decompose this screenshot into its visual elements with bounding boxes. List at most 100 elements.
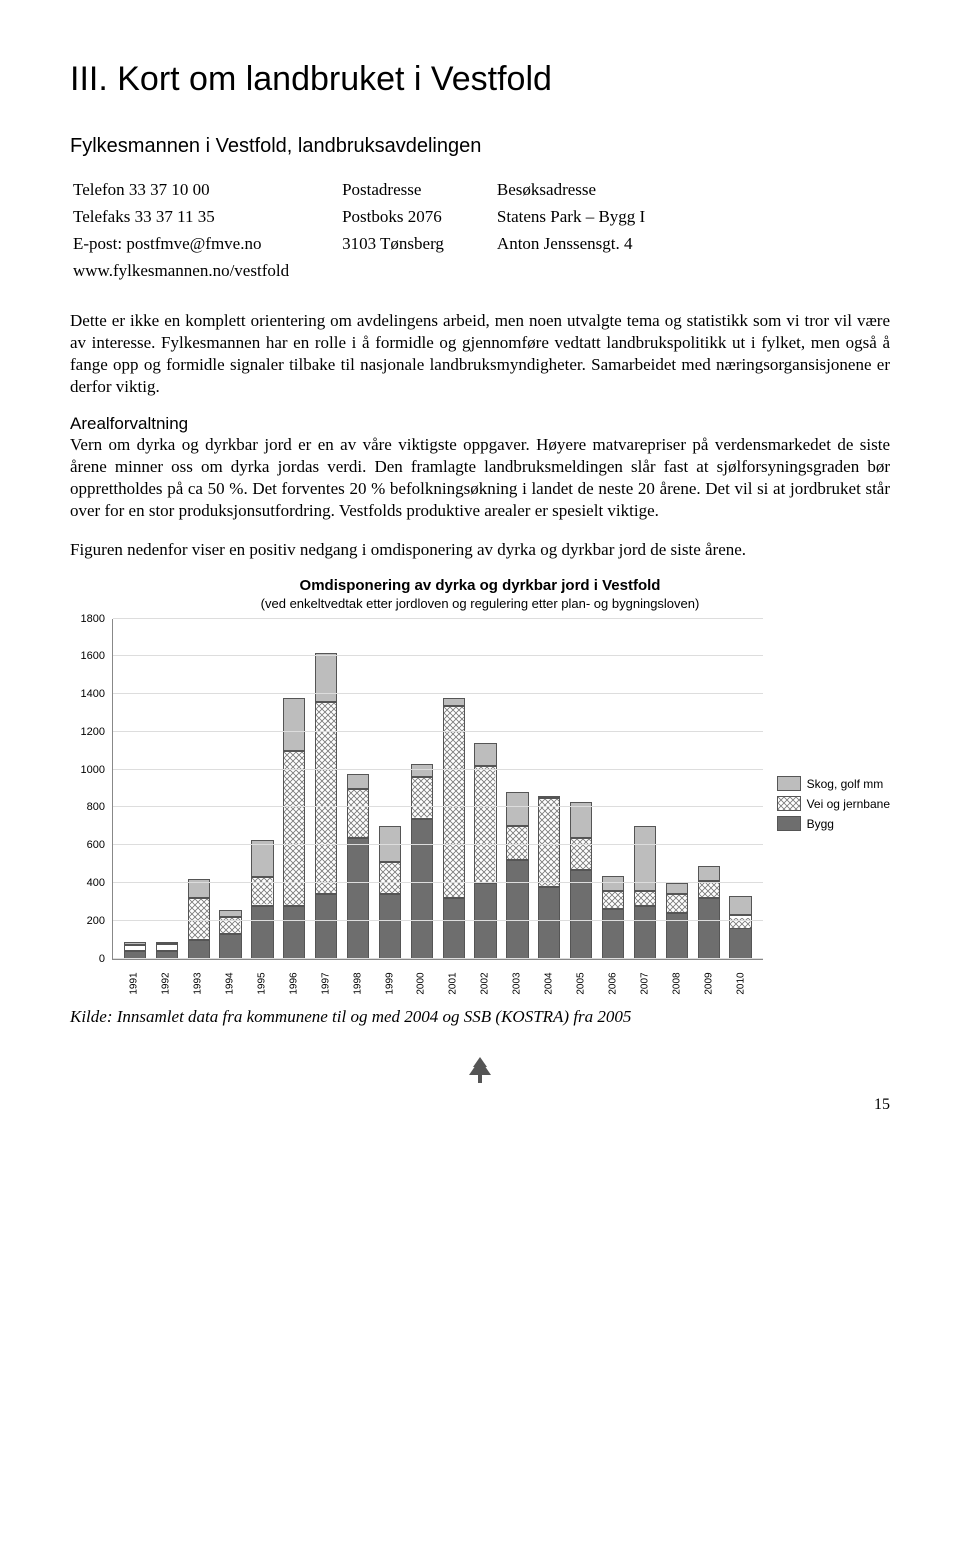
x-tick-label: 1996 xyxy=(288,967,299,999)
bar-segment xyxy=(443,698,465,706)
y-tick-label: 1200 xyxy=(81,726,105,738)
x-tick-label: 1991 xyxy=(128,967,139,999)
contact-cell: Anton Jenssensgt. 4 xyxy=(496,232,695,257)
tree-icon xyxy=(463,1057,497,1085)
bar-segment xyxy=(729,928,751,958)
y-tick-label: 1800 xyxy=(81,613,105,625)
bar-segment xyxy=(283,698,305,751)
bar-segment xyxy=(538,798,560,887)
legend-label: Vei og jernbane xyxy=(807,797,890,811)
legend-swatch xyxy=(777,816,801,831)
x-tick-label: 1994 xyxy=(224,967,235,999)
bar-segment xyxy=(219,910,241,918)
legend-swatch xyxy=(777,776,801,791)
y-tick-label: 600 xyxy=(87,839,105,851)
section-heading: Arealforvaltning xyxy=(70,414,890,434)
bar-segment xyxy=(474,743,496,766)
bar-column xyxy=(183,619,215,959)
bar-segment xyxy=(315,653,337,702)
bar-segment xyxy=(570,838,592,870)
legend-item: Bygg xyxy=(777,816,890,831)
bar-column xyxy=(119,619,151,959)
bar-segment xyxy=(666,883,688,894)
bar-column xyxy=(470,619,502,959)
page-footer-ornament xyxy=(70,1057,890,1090)
x-tick-label: 2010 xyxy=(735,967,746,999)
chart-plot-area: 020040060080010001200140016001800 xyxy=(112,619,763,960)
contact-cell: 3103 Tønsberg xyxy=(341,232,494,257)
x-tick-label: 1998 xyxy=(352,967,363,999)
y-axis: 020040060080010001200140016001800 xyxy=(71,619,109,959)
bar-column xyxy=(629,619,661,959)
chart-legend: Skog, golf mm Vei og jernbane Bygg xyxy=(777,771,890,836)
x-tick-label: 1995 xyxy=(256,967,267,999)
y-tick-label: 1000 xyxy=(81,764,105,776)
bar-column xyxy=(278,619,310,959)
bar-column xyxy=(215,619,247,959)
body-paragraph: Vern om dyrka og dyrkbar jord er en av v… xyxy=(70,434,890,522)
bar-segment xyxy=(474,766,496,883)
bar-column xyxy=(247,619,279,959)
bar-segment xyxy=(729,915,751,928)
bar-segment xyxy=(443,706,465,899)
bar-segment xyxy=(251,840,273,878)
x-tick-label: 1993 xyxy=(192,967,203,999)
bar-column xyxy=(565,619,597,959)
bar-column xyxy=(151,619,183,959)
contact-block: Telefon 33 37 10 00 Postadresse Besøksad… xyxy=(70,176,697,286)
bar-segment xyxy=(602,909,624,958)
x-tick-label: 2000 xyxy=(416,967,427,999)
bar-segment xyxy=(602,876,624,891)
bar-segment xyxy=(506,792,528,826)
contact-cell xyxy=(496,259,695,284)
bar-segment xyxy=(411,819,433,959)
bar-segment xyxy=(634,891,656,906)
bar-segment xyxy=(602,891,624,910)
y-tick-label: 800 xyxy=(87,801,105,813)
x-tick-label: 1992 xyxy=(160,967,171,999)
bar-column xyxy=(406,619,438,959)
x-tick-label: 2001 xyxy=(448,967,459,999)
y-tick-label: 200 xyxy=(87,915,105,927)
x-axis: 1991199219931994199519961997199819992000… xyxy=(112,960,763,989)
bar-segment xyxy=(698,898,720,958)
bar-column xyxy=(342,619,374,959)
y-tick-label: 0 xyxy=(99,953,105,965)
x-tick-label: 2008 xyxy=(671,967,682,999)
legend-label: Skog, golf mm xyxy=(807,777,884,791)
legend-swatch xyxy=(777,796,801,811)
x-tick-label: 2003 xyxy=(512,967,523,999)
bar-segment xyxy=(347,838,369,959)
bar-column xyxy=(310,619,342,959)
x-tick-label: 1999 xyxy=(384,967,395,999)
bar-segment xyxy=(283,906,305,959)
y-tick-label: 400 xyxy=(87,877,105,889)
bar-column xyxy=(661,619,693,959)
bars-group xyxy=(113,619,763,959)
bar-segment xyxy=(411,764,433,777)
bar-column xyxy=(597,619,629,959)
bar-segment xyxy=(347,789,369,838)
page-number: 15 xyxy=(70,1096,890,1114)
y-tick-label: 1600 xyxy=(81,650,105,662)
bar-segment xyxy=(634,826,656,890)
page-title: III. Kort om landbruket i Vestfold xyxy=(70,60,890,99)
dept-heading: Fylkesmannen i Vestfold, landbruksavdeli… xyxy=(70,135,890,158)
x-tick-label: 1997 xyxy=(320,967,331,999)
bar-column xyxy=(374,619,406,959)
bar-segment xyxy=(188,940,210,959)
contact-cell: Besøksadresse xyxy=(496,178,695,203)
bar-segment xyxy=(666,894,688,913)
contact-cell: Telefon 33 37 10 00 xyxy=(72,178,339,203)
bar-column xyxy=(502,619,534,959)
bar-segment xyxy=(411,777,433,819)
bar-segment xyxy=(443,898,465,958)
contact-cell: Statens Park – Bygg I xyxy=(496,205,695,230)
x-tick-label: 2006 xyxy=(608,967,619,999)
body-paragraph: Figuren nedenfor viser en positiv nedgan… xyxy=(70,539,890,561)
bar-segment xyxy=(219,934,241,959)
bar-column xyxy=(438,619,470,959)
bar-column xyxy=(693,619,725,959)
body-paragraph: Dette er ikke en komplett orientering om… xyxy=(70,310,890,398)
bar-segment xyxy=(698,866,720,881)
